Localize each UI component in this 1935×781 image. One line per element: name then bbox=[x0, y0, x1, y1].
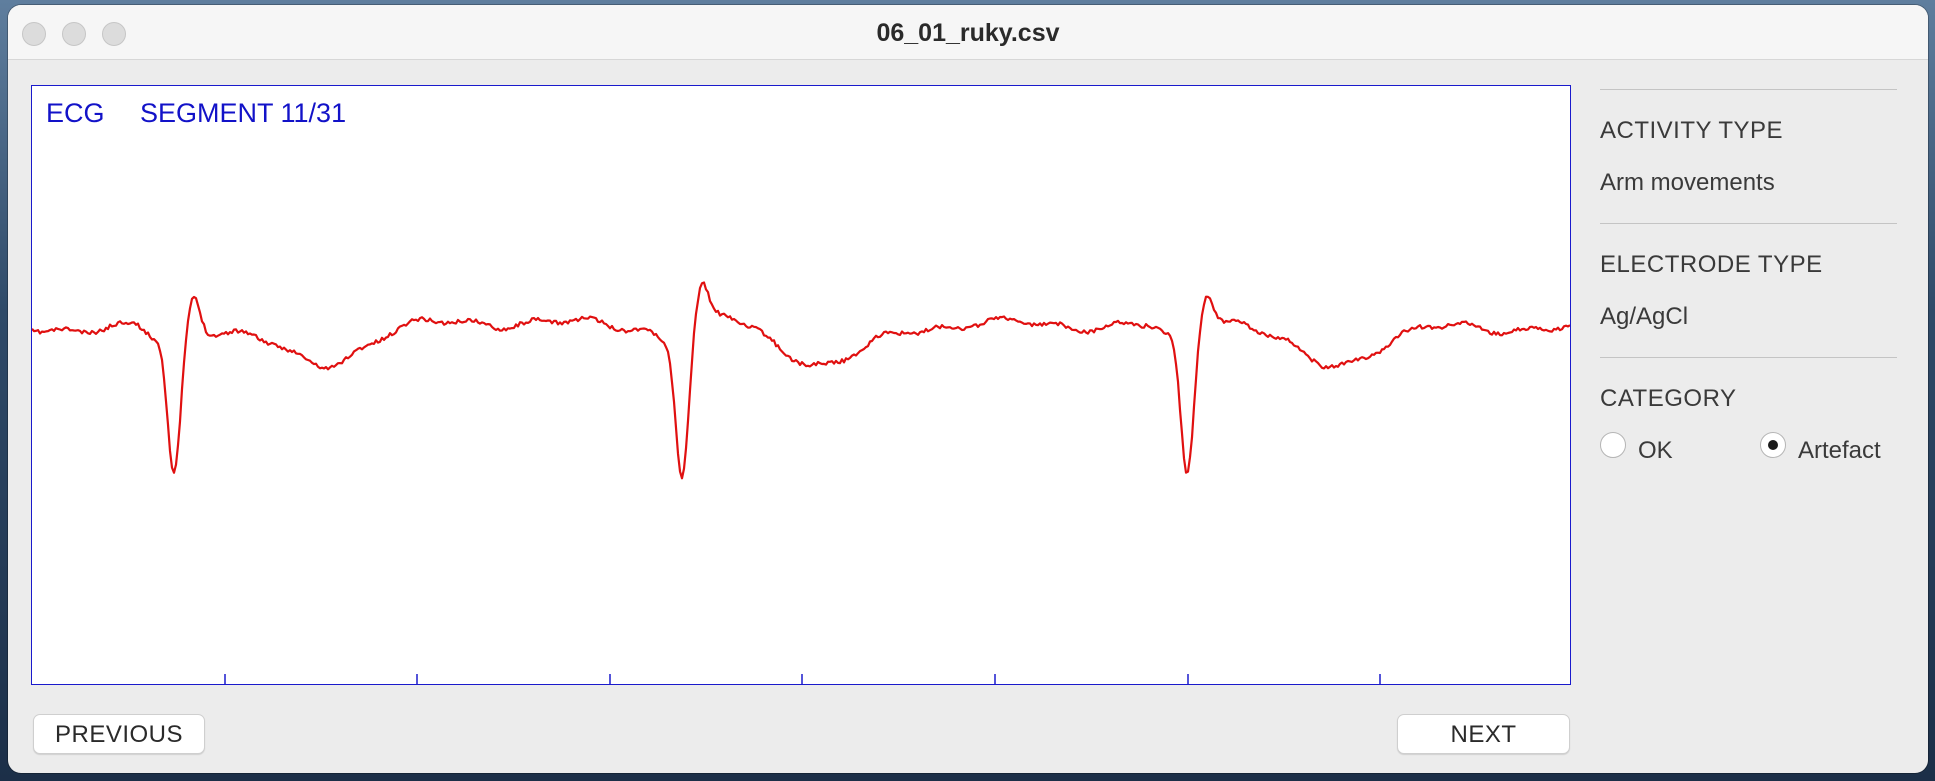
divider bbox=[1600, 223, 1897, 224]
activity-type-value: Arm movements bbox=[1600, 169, 1775, 196]
category-artefact-radio[interactable] bbox=[1760, 432, 1786, 458]
close-window-button[interactable] bbox=[22, 22, 46, 46]
category-ok-radio[interactable] bbox=[1600, 432, 1626, 458]
x-axis-ticks bbox=[224, 674, 1381, 684]
signal-label: ECG bbox=[46, 98, 105, 128]
ecg-plot-canvas bbox=[32, 281, 1570, 684]
divider bbox=[1600, 357, 1897, 358]
previous-button[interactable]: PREVIOUS bbox=[33, 714, 205, 754]
electrode-type-heading: ELECTRODE TYPE bbox=[1600, 251, 1823, 278]
next-button[interactable]: NEXT bbox=[1397, 714, 1570, 754]
app-window: 06_01_ruky.csv ECG SEGMENT 11/31 PREVIOU… bbox=[8, 5, 1928, 773]
zoom-window-button[interactable] bbox=[102, 22, 126, 46]
divider bbox=[1600, 89, 1897, 90]
activity-type-heading: ACTIVITY TYPE bbox=[1600, 117, 1783, 144]
radio-selected-dot bbox=[1768, 440, 1778, 450]
ecg-trace bbox=[32, 281, 1570, 480]
window-title: 06_01_ruky.csv bbox=[876, 19, 1060, 47]
electrode-type-value: Ag/AgCl bbox=[1600, 303, 1689, 330]
ecg-plot: ECG SEGMENT 11/31 bbox=[31, 85, 1571, 685]
minimize-window-button[interactable] bbox=[62, 22, 86, 46]
segment-label: SEGMENT 11/31 bbox=[140, 98, 347, 128]
category-artefact-label[interactable]: Artefact bbox=[1798, 437, 1881, 464]
title-bar: 06_01_ruky.csv bbox=[8, 5, 1928, 60]
category-ok-label[interactable]: OK bbox=[1638, 437, 1673, 464]
category-heading: CATEGORY bbox=[1600, 385, 1737, 412]
